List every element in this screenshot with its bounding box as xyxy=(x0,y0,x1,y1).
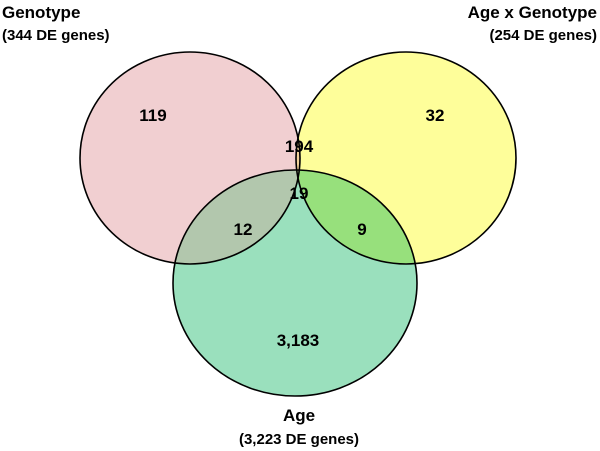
age-x-genotype-only-count: 32 xyxy=(426,106,445,125)
age-x-genotype-age-count: 9 xyxy=(357,220,366,239)
all-three-count: 19 xyxy=(290,184,309,203)
genotype-only-count: 119 xyxy=(139,106,166,125)
age-x-genotype-title: Age x Genotype xyxy=(468,3,597,22)
genotype-age-overlap xyxy=(173,170,300,264)
genotype-age-x-genotype-count: 194 xyxy=(285,137,314,156)
age-x-genotype-subtitle: (254 DE genes) xyxy=(489,27,597,44)
age-x-genotype-age-overlap xyxy=(296,170,417,264)
genotype-age-count: 12 xyxy=(234,220,253,239)
genotype-title: Genotype xyxy=(2,3,80,22)
age-subtitle: (3,223 DE genes) xyxy=(239,431,359,448)
genotype-subtitle: (344 DE genes) xyxy=(2,27,110,44)
age-outline xyxy=(172,169,418,397)
age-x-genotype-outline xyxy=(295,51,517,265)
genotype-outline xyxy=(79,51,301,265)
age-only-count: 3,183 xyxy=(277,331,320,350)
age-title: Age xyxy=(283,406,315,425)
